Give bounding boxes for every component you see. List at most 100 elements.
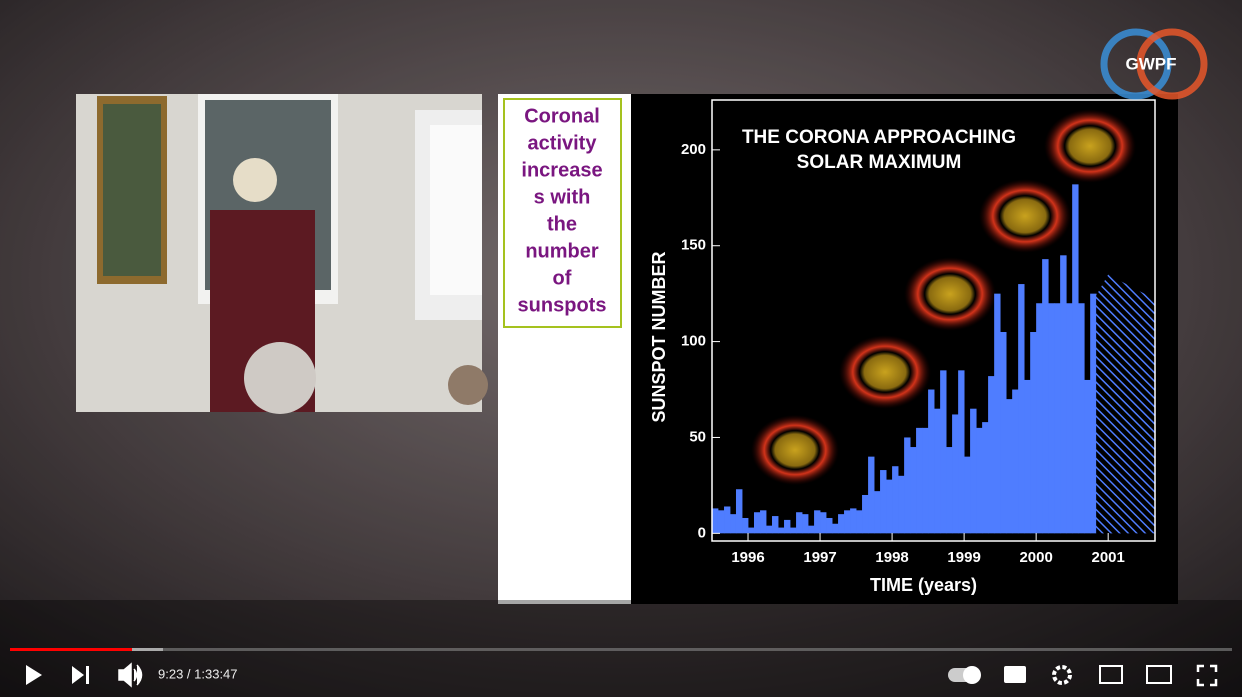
- bar: [1078, 303, 1085, 534]
- bar: [790, 527, 797, 534]
- note-line: the: [547, 213, 577, 235]
- play-button[interactable]: [26, 665, 42, 685]
- note-line: number: [525, 240, 599, 262]
- miniplayer-button[interactable]: [1099, 665, 1123, 684]
- corona-image: [839, 335, 931, 409]
- corona-image: [979, 179, 1071, 253]
- bar: [760, 510, 767, 534]
- next-button[interactable]: [72, 666, 89, 684]
- x-tick-label: 1996: [731, 549, 764, 566]
- x-tick-label: 1999: [947, 549, 980, 566]
- x-tick-label: 2001: [1091, 549, 1124, 566]
- x-tick-label: 1997: [803, 549, 836, 566]
- progress-track[interactable]: [10, 648, 1232, 651]
- bar: [826, 517, 833, 534]
- volume-button[interactable]: [118, 662, 143, 688]
- note-line: activity: [528, 132, 598, 154]
- logo-ring: [1136, 28, 1208, 100]
- bar: [1018, 284, 1025, 534]
- y-axis-label: SUNSPOT NUMBER: [649, 251, 669, 422]
- bar: [862, 494, 869, 534]
- corona-image: [751, 414, 839, 486]
- bar: [1042, 259, 1049, 534]
- bar: [1012, 389, 1019, 534]
- bar: [772, 516, 779, 534]
- bar: [892, 466, 899, 534]
- y-tick-label: 200: [681, 141, 706, 158]
- time-display: 9:23 / 1:33:47: [158, 666, 238, 681]
- x-tick-label: 1998: [875, 549, 908, 566]
- bar: [1072, 184, 1079, 534]
- slide-note: Coronal activity increase s with the number of…: [518, 105, 607, 316]
- bar: [976, 427, 983, 534]
- bar: [748, 527, 755, 534]
- bar: [958, 370, 965, 534]
- bar: [766, 525, 773, 534]
- bar: [874, 491, 881, 534]
- theater-button[interactable]: [1146, 665, 1172, 684]
- bar: [916, 427, 923, 534]
- logo-text: GWPF: [1126, 54, 1177, 73]
- bar: [778, 527, 785, 534]
- bar: [724, 506, 731, 534]
- bar: [712, 508, 719, 534]
- bar: [820, 512, 827, 534]
- bar: [717, 510, 725, 534]
- bar: [964, 456, 971, 534]
- fullscreen-button[interactable]: [1196, 664, 1218, 687]
- bar: [940, 370, 947, 534]
- x-tick-label: 2000: [1019, 549, 1052, 566]
- note-line: increase: [521, 159, 602, 181]
- bar: [904, 437, 911, 534]
- bar: [844, 510, 851, 534]
- corona-image: [1044, 109, 1136, 183]
- bar: [1048, 303, 1055, 534]
- settings-button[interactable]: [1052, 665, 1072, 685]
- bar: [898, 475, 905, 534]
- bar: [1090, 293, 1097, 534]
- bar: [928, 389, 935, 534]
- bar: [1066, 303, 1073, 534]
- bar: [1006, 399, 1013, 534]
- bar: [838, 514, 845, 534]
- bar: [802, 514, 809, 534]
- bar: [1084, 379, 1091, 534]
- bar: [1036, 303, 1043, 534]
- bar: [832, 523, 839, 534]
- bar: [982, 422, 989, 534]
- bar: [808, 525, 815, 534]
- y-tick-label: 50: [689, 428, 706, 445]
- speaker-video: [76, 94, 488, 414]
- bar: [1000, 332, 1007, 534]
- bar: [742, 517, 749, 534]
- corona-image: [904, 257, 996, 331]
- bar: [796, 512, 803, 534]
- chart-title: SOLAR MAXIMUM: [797, 152, 962, 173]
- chart: THE CORONA APPROACHING SOLAR MAXIMUM 0 50 10…: [649, 99, 1156, 595]
- forecast-area: [1096, 274, 1155, 534]
- bar: [735, 489, 743, 534]
- progress-played: [10, 648, 132, 651]
- bar: [753, 512, 761, 534]
- bar: [856, 510, 863, 534]
- bar: [850, 508, 857, 534]
- bar: [868, 456, 875, 534]
- bar: [994, 293, 1001, 534]
- captions-button[interactable]: [1004, 666, 1026, 683]
- plot-frame: [711, 99, 1156, 542]
- bar: [946, 447, 953, 534]
- note-line: sunspots: [518, 294, 607, 316]
- x-axis-label: TIME (years): [870, 575, 977, 595]
- bar: [970, 408, 977, 534]
- note-line: of: [553, 267, 572, 289]
- bar: [910, 447, 917, 534]
- y-tick-label: 100: [681, 333, 706, 350]
- bar: [934, 408, 941, 534]
- chart-title: THE CORONA APPROACHING: [742, 127, 1016, 148]
- bar: [1060, 255, 1067, 534]
- bar: [952, 414, 959, 534]
- bar: [1030, 332, 1037, 534]
- bar: [988, 376, 995, 534]
- slide-panel: [498, 94, 631, 604]
